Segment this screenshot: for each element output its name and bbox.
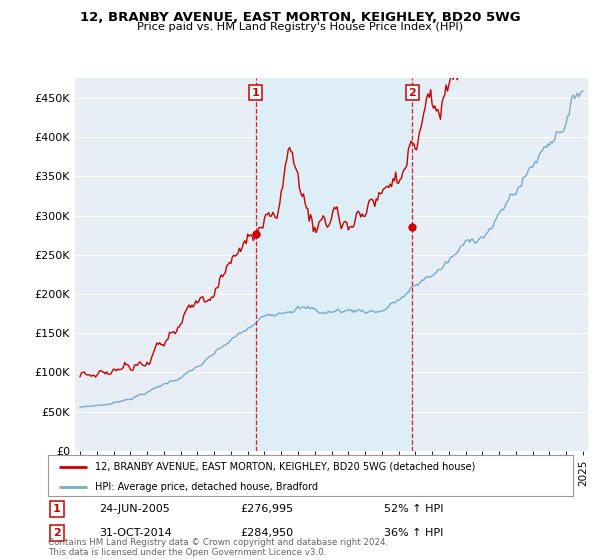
Text: Price paid vs. HM Land Registry's House Price Index (HPI): Price paid vs. HM Land Registry's House … [137,22,463,32]
Text: 2: 2 [409,88,416,97]
Text: 31-OCT-2014: 31-OCT-2014 [99,528,172,538]
Text: HPI: Average price, detached house, Bradford: HPI: Average price, detached house, Brad… [95,482,318,492]
Bar [256,78,412,451]
Text: 24-JUN-2005: 24-JUN-2005 [99,504,170,514]
Text: 1: 1 [53,504,61,514]
Text: Contains HM Land Registry data © Crown copyright and database right 2024.
This d: Contains HM Land Registry data © Crown c… [48,538,388,557]
Text: £284,950: £284,950 [240,528,293,538]
Text: 1: 1 [251,88,259,97]
Text: £276,995: £276,995 [240,504,293,514]
Text: 12, BRANBY AVENUE, EAST MORTON, KEIGHLEY, BD20 5WG: 12, BRANBY AVENUE, EAST MORTON, KEIGHLEY… [80,11,520,24]
Text: 12, BRANBY AVENUE, EAST MORTON, KEIGHLEY, BD20 5WG (detached house): 12, BRANBY AVENUE, EAST MORTON, KEIGHLEY… [95,461,476,472]
Text: 36% ↑ HPI: 36% ↑ HPI [384,528,443,538]
Text: 2: 2 [53,528,61,538]
Text: 52% ↑ HPI: 52% ↑ HPI [384,504,443,514]
